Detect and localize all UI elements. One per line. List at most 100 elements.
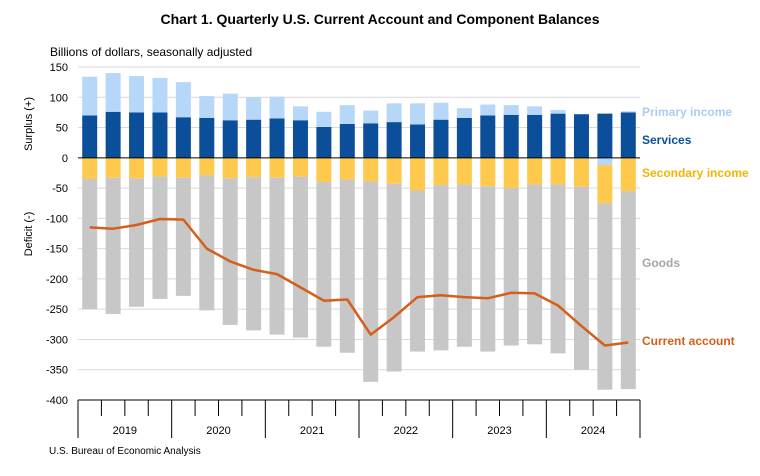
bar-goods	[152, 176, 168, 299]
bar-goods	[597, 203, 613, 390]
bar-services	[503, 114, 519, 158]
source-note: U.S. Bureau of Economic Analysis	[49, 446, 201, 457]
bar-goods	[527, 184, 543, 345]
y-axis-label-surplus: Surplus (+)	[23, 97, 35, 151]
bar-goods	[339, 179, 355, 353]
bar-services	[152, 112, 168, 158]
bar-secondary-income	[597, 165, 613, 204]
bar-goods	[269, 177, 285, 335]
bar-secondary-income	[456, 157, 472, 185]
bar-primary-income	[527, 106, 543, 115]
bar-goods	[433, 185, 449, 351]
bar-services	[269, 118, 285, 158]
bar-goods	[480, 186, 496, 352]
bar-services	[292, 120, 308, 158]
bar-secondary-income	[222, 157, 238, 179]
bar-services	[199, 117, 215, 158]
units-label: Billions of dollars, seasonally adjusted	[50, 45, 253, 59]
bar-primary-income	[82, 76, 98, 116]
bar-primary-income	[550, 109, 566, 114]
y-tick-label: -350	[46, 365, 68, 377]
bar-goods	[105, 177, 121, 315]
bar-services	[386, 122, 402, 158]
y-tick-label: 100	[50, 92, 68, 104]
bar-secondary-income	[105, 157, 121, 178]
bar-secondary-income	[339, 157, 355, 180]
y-axis: 150 100 50 0 -50 -100 -150 -200 -250 -300 -350 -400	[46, 62, 68, 407]
x-year-label: 2020	[206, 425, 230, 437]
y-axis-label-deficit: Deficit (-)	[23, 212, 35, 257]
legend-primary-income: Primary income	[642, 105, 733, 119]
bar-services	[246, 119, 262, 158]
y-tick-label: -50	[52, 183, 68, 195]
bar-secondary-income	[410, 157, 426, 191]
bar-secondary-income	[480, 157, 496, 187]
x-year-label: 2022	[394, 425, 418, 437]
bar-goods	[82, 179, 98, 310]
y-tick-label: -200	[46, 274, 68, 286]
bar-services	[433, 119, 449, 158]
bar-goods	[246, 177, 262, 331]
bar-services	[573, 114, 589, 158]
bar-services	[456, 117, 472, 158]
chart-title: Chart 1. Quarterly U.S. Current Account …	[160, 11, 600, 27]
bar-goods	[199, 175, 215, 311]
bar-services	[316, 126, 332, 158]
bar-primary-income	[129, 76, 145, 113]
bar-services	[105, 111, 121, 158]
x-year-label: 2023	[487, 425, 511, 437]
bar-services	[527, 114, 543, 158]
bar-goods	[129, 178, 145, 307]
bar-secondary-income	[269, 157, 285, 178]
bars-group	[82, 73, 636, 390]
bar-primary-income	[269, 96, 285, 119]
bar-goods	[386, 183, 402, 372]
x-year-label: 2021	[300, 425, 324, 437]
current-account-line-group	[89, 217, 629, 347]
bar-secondary-income	[292, 157, 308, 177]
bar-secondary-income	[433, 157, 449, 186]
bar-secondary-income	[573, 158, 589, 187]
bar-secondary-income	[175, 157, 191, 178]
bar-services	[129, 112, 145, 158]
y-tick-label: 0	[62, 153, 68, 165]
bar-primary-income	[503, 105, 519, 115]
bar-services	[480, 115, 496, 158]
bar-primary-income	[222, 93, 238, 121]
bar-primary-income	[456, 108, 472, 118]
y-tick-label: -150	[46, 244, 68, 256]
bar-primary-income	[246, 97, 262, 120]
bar-secondary-income	[152, 157, 168, 177]
bar-services	[82, 115, 98, 158]
bar-goods	[175, 177, 191, 296]
bar-services	[550, 113, 566, 158]
bar-goods	[573, 186, 589, 370]
x-year-label: 2019	[113, 425, 137, 437]
legend-secondary-income: Secondary income	[642, 166, 749, 180]
bar-secondary-income	[82, 157, 98, 180]
bar-services	[222, 120, 238, 158]
legend-goods: Goods	[642, 256, 680, 270]
x-year-label: 2024	[581, 425, 605, 437]
bar-secondary-income	[620, 157, 636, 192]
bar-secondary-income	[199, 157, 215, 176]
bar-primary-income	[433, 102, 449, 120]
bar-primary-income	[386, 103, 402, 123]
x-axis: 2019 2020 2021 2022 2023 2024	[77, 399, 641, 438]
bar-services	[597, 113, 613, 158]
bar-primary-income	[199, 96, 215, 118]
bar-secondary-income	[246, 157, 262, 178]
bar-primary-income	[363, 110, 379, 124]
bar-goods	[316, 182, 332, 347]
bar-goods	[410, 190, 426, 352]
bar-primary-income	[597, 157, 613, 166]
y-tick-label: 50	[56, 123, 68, 135]
bar-primary-income	[105, 73, 121, 112]
y-tick-label: -400	[46, 395, 68, 407]
bar-goods	[550, 184, 566, 354]
y-tick-label: -250	[46, 304, 68, 316]
bar-primary-income	[339, 105, 355, 124]
legend-current-account: Current account	[642, 334, 735, 348]
bar-secondary-income	[129, 157, 145, 179]
bar-primary-income	[152, 77, 168, 113]
